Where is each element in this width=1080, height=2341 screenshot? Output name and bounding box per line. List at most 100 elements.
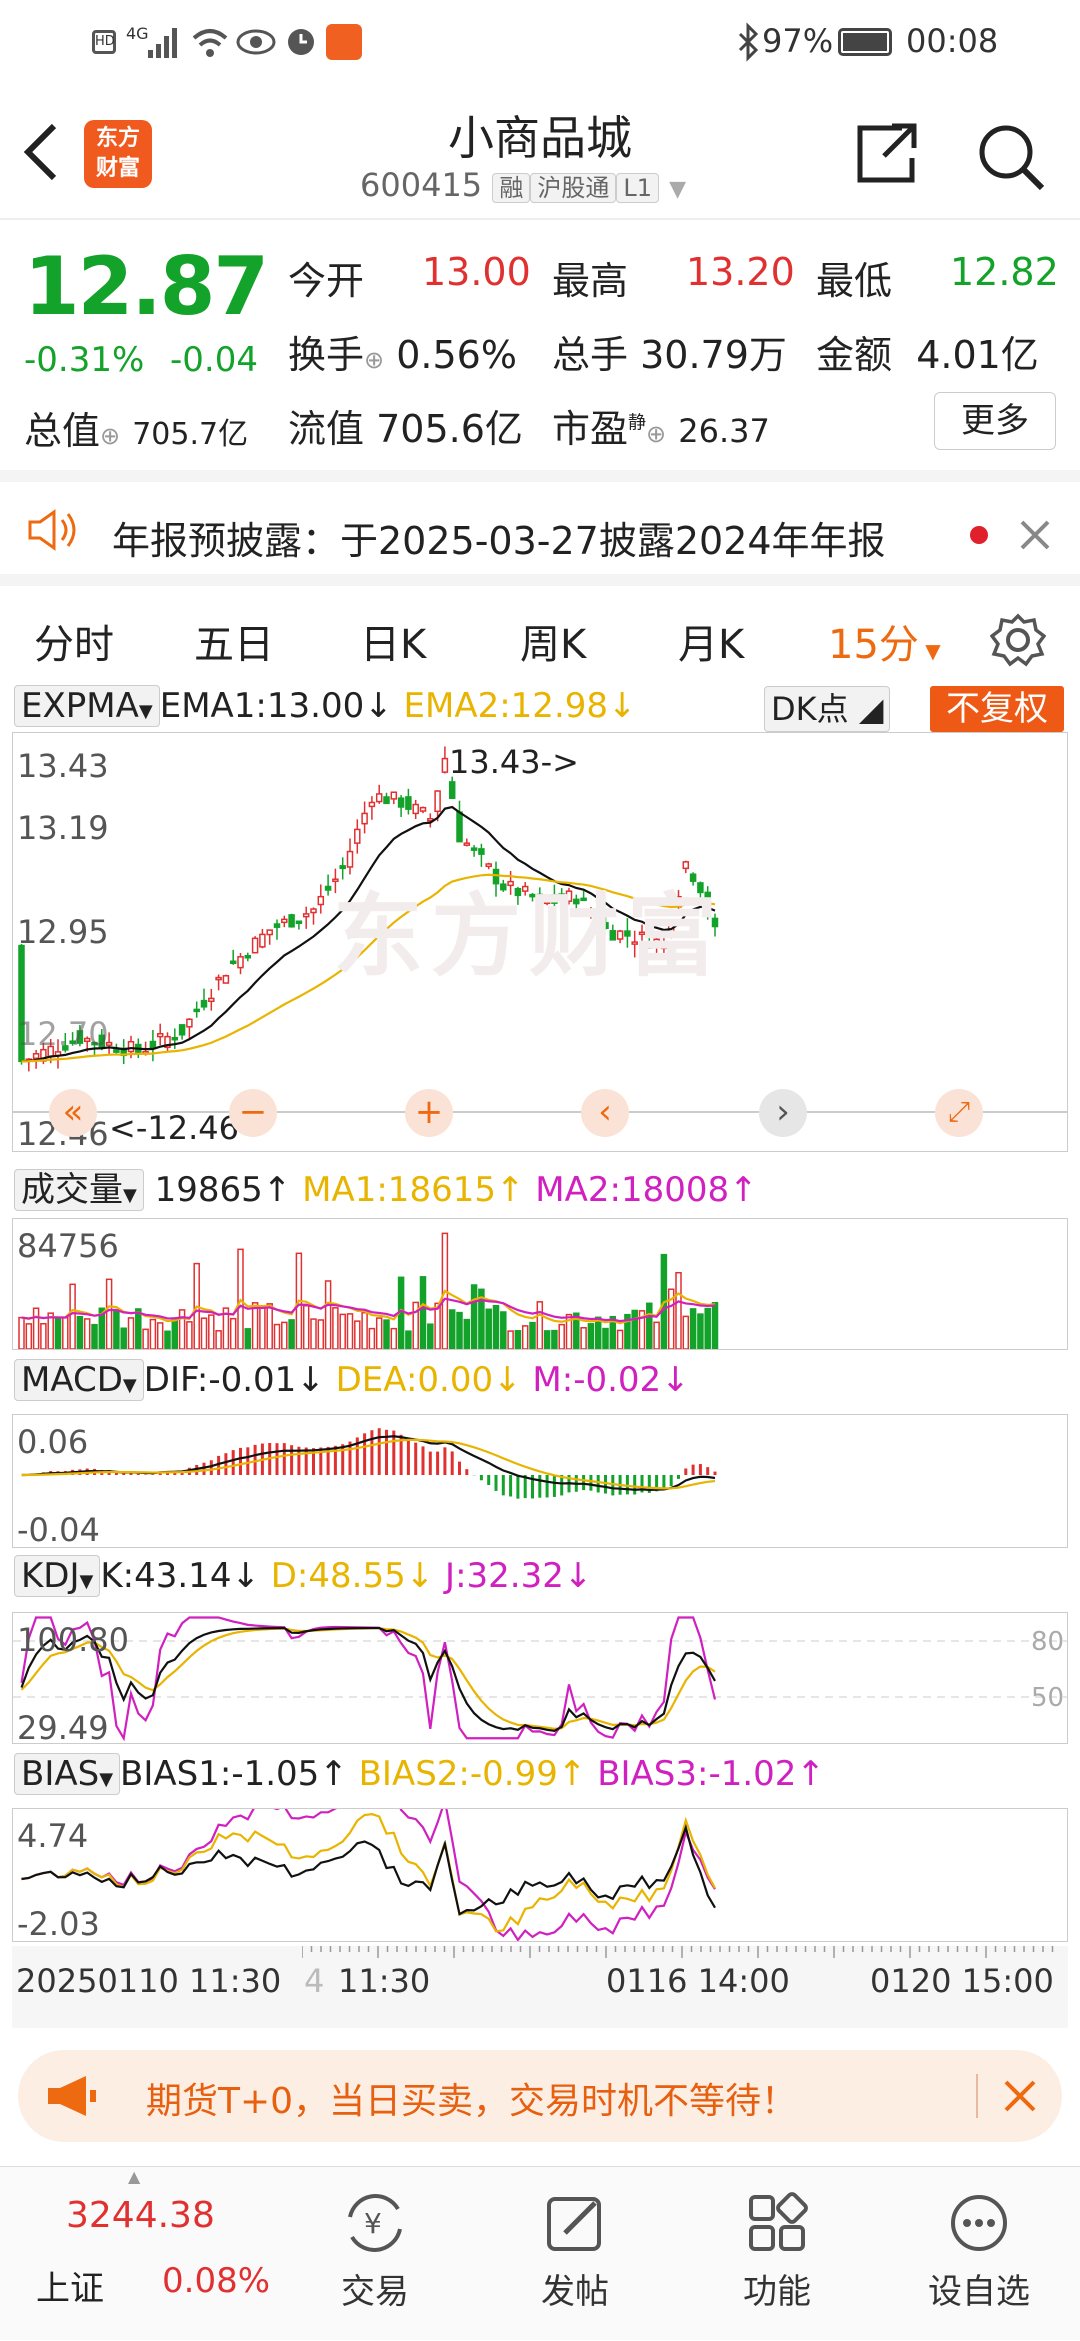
tab-weekly[interactable]: 周K	[520, 622, 587, 668]
volume-bar	[135, 1308, 142, 1349]
nav-watchlist[interactable]: 设自选	[904, 2167, 1054, 2341]
speaker-icon	[28, 509, 76, 551]
wifi-icon	[192, 29, 228, 57]
zoom-out-icon[interactable]: −	[229, 1089, 277, 1137]
notice-text: 年报预披露：于2025-03-27披露2024年年报	[112, 519, 886, 563]
candle-body	[171, 1036, 179, 1041]
candle-body	[521, 885, 529, 892]
tab-five-day[interactable]: 五日	[194, 622, 274, 668]
tab-15min[interactable]: 15分 ▼	[828, 622, 941, 668]
tab-timeshare[interactable]: 分时	[34, 622, 114, 668]
ema2-line	[21, 873, 716, 1063]
tab-daily[interactable]: 日K	[360, 622, 427, 668]
index-pct[interactable]: 0.08%	[162, 2261, 271, 2301]
volume-bar	[697, 1313, 704, 1349]
volume-bar	[543, 1330, 551, 1349]
candle-body	[266, 929, 273, 936]
candle-body	[76, 1030, 84, 1044]
adjust-mode-button[interactable]: 不复权	[930, 686, 1064, 732]
kline-panel[interactable]: 东方财富 13.43 13.19 12.95 12.70 12.46 13.43…	[12, 732, 1068, 1152]
x-tick-3: 11:30	[338, 1962, 431, 2000]
volume-bar	[47, 1312, 54, 1349]
candle-body	[215, 976, 222, 981]
candle-body	[609, 930, 617, 941]
volume-bar	[281, 1321, 288, 1349]
tab-monthly[interactable]: 月K	[678, 622, 745, 668]
settings-icon[interactable]	[990, 612, 1046, 668]
candle-body	[682, 861, 690, 870]
volume-bar	[624, 1313, 631, 1349]
stock-name: 小商品城	[448, 111, 632, 165]
indicator-select-expma[interactable]: EXPMA▼	[14, 685, 160, 727]
volume-bar	[375, 1317, 383, 1349]
volume-bar	[492, 1304, 500, 1349]
promo-banner[interactable]: 期货T+0，当日买卖，交易时机不等待！	[18, 2050, 1062, 2142]
volume-bar	[609, 1315, 617, 1349]
indicator-select-volume[interactable]: 成交量▼	[14, 1169, 144, 1211]
last-price: 12.87	[24, 240, 269, 333]
volume-bar	[113, 1309, 120, 1349]
macd-indicator-row: MACD▼ DIF:-0.01↓ DEA:0.00↓ M:-0.02↓	[14, 1359, 1074, 1406]
share-icon[interactable]	[856, 122, 918, 184]
volume-indicator-row: 成交量▼ 19865↑ MA1:18615↑ MA2:18008↑	[14, 1162, 1074, 1211]
candle-body	[105, 1041, 113, 1046]
y-tick-3: 12.95	[17, 913, 109, 951]
battery-percent: 97%	[762, 22, 834, 60]
volume-bar	[302, 1304, 310, 1349]
dk-point-button[interactable]: DK点 ◢	[764, 686, 891, 732]
volume-bar	[98, 1307, 106, 1349]
high-label: 最高	[552, 259, 629, 303]
volume-bar	[485, 1308, 492, 1349]
bias-panel[interactable]: 4.74 -2.03	[12, 1808, 1068, 1942]
candle-body	[602, 922, 609, 930]
nav-post[interactable]: 发帖	[500, 2167, 650, 2341]
nav-function[interactable]: 功能	[702, 2167, 852, 2341]
battery-icon	[838, 28, 892, 56]
kdj-r-tick-80: 80	[1031, 1627, 1065, 1657]
volume-bar	[25, 1323, 33, 1349]
macd-panel[interactable]: 0.06 -0.04	[12, 1414, 1068, 1548]
volume-bar	[120, 1327, 127, 1349]
rewind-icon[interactable]: «	[49, 1089, 97, 1137]
indicator-select-kdj[interactable]: KDJ▼	[14, 1555, 101, 1597]
indicator-select-macd[interactable]: MACD▼	[14, 1359, 144, 1401]
kline-indicator-row: EXPMA▼ EMA1:13.00↓ EMA2:12.98↓	[14, 685, 1074, 732]
candle-body	[412, 803, 419, 815]
volume-bar	[419, 1276, 427, 1349]
banner-divider	[976, 2074, 978, 2118]
index-value[interactable]: 3244.38	[66, 2195, 215, 2236]
scroll-right-icon[interactable]: ›	[759, 1089, 807, 1137]
volume-bar	[208, 1314, 215, 1349]
notice-bar[interactable]: 年报预披露：于2025-03-27披露2024年年报	[0, 470, 1080, 574]
candle-body	[354, 828, 361, 844]
expand-icon[interactable]: ⤢	[935, 1089, 983, 1137]
index-name[interactable]: 上证	[36, 2269, 104, 2309]
nav-trade[interactable]: ¥ 交易	[300, 2167, 450, 2341]
amount: 金额 4.01亿	[816, 333, 1039, 377]
eastmoney-logo: 东方 财富	[84, 120, 152, 188]
candle-body	[259, 933, 266, 948]
nav-trade-label: 交易	[341, 2272, 409, 2312]
volume-bar	[521, 1325, 529, 1349]
volume-panel[interactable]: 84756	[12, 1218, 1068, 1350]
zoom-in-icon[interactable]: +	[405, 1089, 453, 1137]
close-icon[interactable]	[1018, 518, 1052, 552]
close-banner-icon[interactable]	[1002, 2078, 1038, 2114]
volume-bar	[266, 1303, 273, 1349]
candle-body	[697, 882, 704, 894]
unread-dot	[970, 526, 988, 544]
pe-ratio: 市盈静⊕ 26.37	[552, 407, 770, 451]
macd-y-tick-2: -0.04	[17, 1511, 100, 1548]
kdj-panel[interactable]: 100.80 29.49 80 50	[12, 1612, 1068, 1744]
stock-code-row[interactable]: 600415 融沪股通 L1 ▼	[360, 166, 760, 204]
volume-bar	[682, 1315, 690, 1349]
more-button[interactable]: 更多	[934, 392, 1056, 450]
candle-body	[281, 918, 288, 924]
search-icon[interactable]	[976, 122, 1046, 192]
scroll-left-icon[interactable]: ‹	[581, 1089, 629, 1137]
indicator-select-bias[interactable]: BIAS▼	[14, 1753, 121, 1795]
candle-body	[208, 997, 215, 1003]
x-tick-4: 0116 14:00	[606, 1962, 790, 2000]
back-icon[interactable]	[20, 122, 60, 182]
candle-body	[324, 885, 332, 891]
